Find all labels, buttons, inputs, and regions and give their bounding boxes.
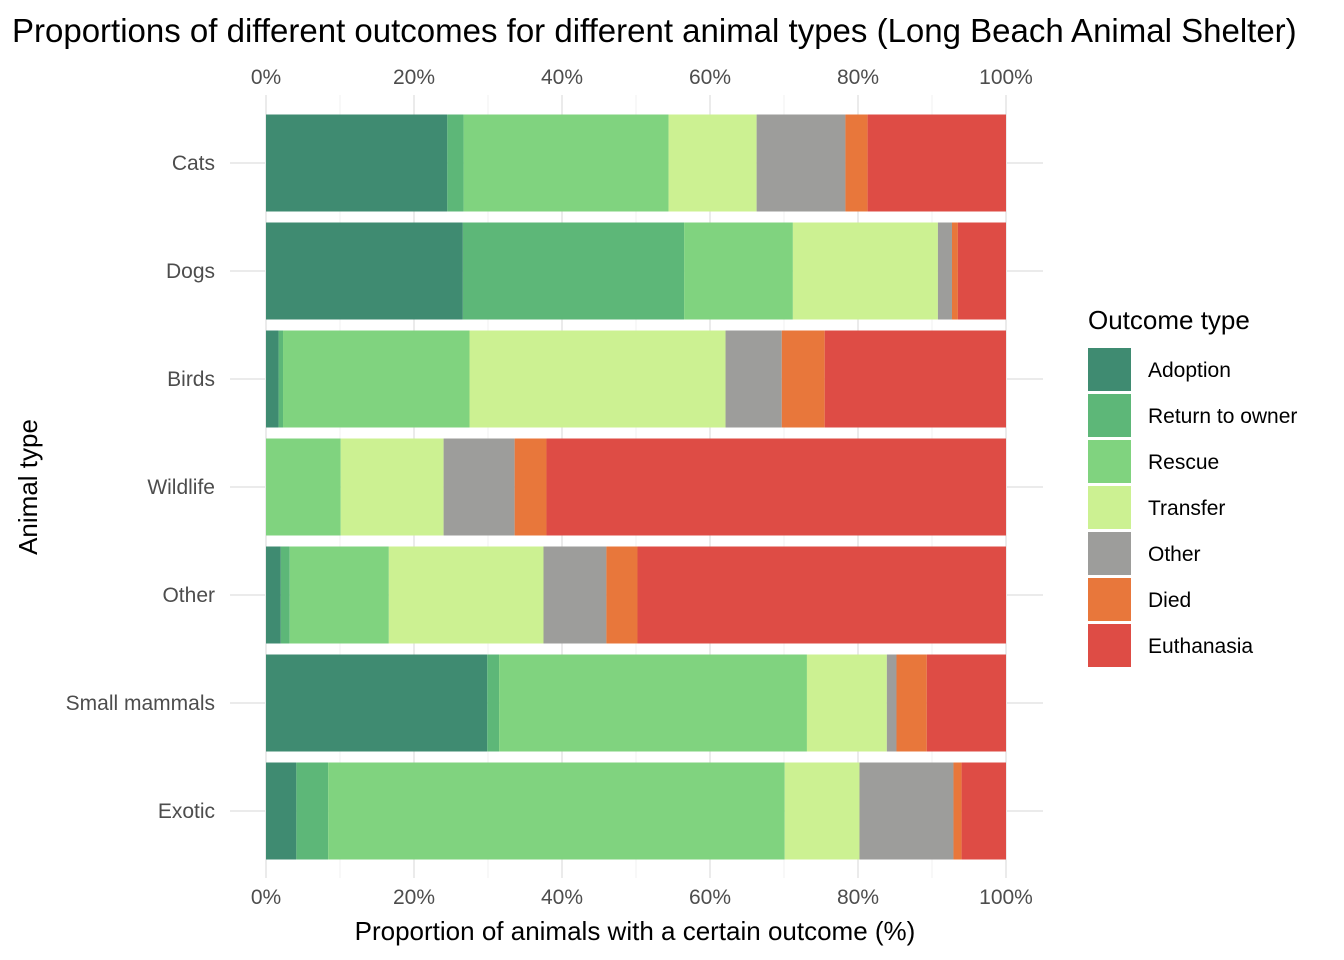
x-tick-label-bottom-4: 80% <box>837 886 879 909</box>
x-axis-title: Proportion of animals with a certain out… <box>355 916 916 946</box>
bar-other-adoption <box>266 546 281 644</box>
y-tick-label-2: Birds <box>167 368 215 391</box>
bar-cats-rescue <box>463 114 669 212</box>
bar-exotic-other <box>859 762 954 860</box>
bar-birds-other <box>725 330 782 428</box>
bar-dogs-return-to-owner <box>462 222 685 320</box>
x-tick-label-top-4: 80% <box>837 66 879 89</box>
x-tick-label-bottom-2: 40% <box>541 886 583 909</box>
bar-small-mammals-euthanasia <box>926 654 1006 752</box>
axis-ticks: 0% 0% 20% 20% 40% 40% 60% 60% 80% 80% 100% 100% Cats… <box>66 66 1033 909</box>
bar-other-euthanasia <box>637 546 1006 644</box>
bar-other-transfer <box>388 546 544 644</box>
x-tick-label-bottom-3: 60% <box>689 886 731 909</box>
bar-birds-adoption <box>266 330 279 428</box>
legend-label-rescue: Rescue <box>1148 451 1219 474</box>
y-tick-label-1: Dogs <box>166 260 215 283</box>
bar-cats-euthanasia <box>867 114 1006 212</box>
legend-label-died: Died <box>1148 589 1191 612</box>
bar-dogs-transfer <box>792 222 938 320</box>
bar-cats-return-to-owner <box>447 114 464 212</box>
legend-key-return-to-owner <box>1088 394 1131 437</box>
bar-other-return-to-owner <box>280 546 290 644</box>
y-tick-label-6: Exotic <box>158 800 215 823</box>
legend-title: Outcome type <box>1088 305 1250 335</box>
bar-small-mammals-adoption <box>266 654 488 752</box>
bar-other-rescue <box>289 546 389 644</box>
bar-other-died <box>606 546 638 644</box>
bar-small-mammals-other <box>886 654 897 752</box>
bar-cats-died <box>845 114 868 212</box>
x-tick-label-top-2: 40% <box>541 66 583 89</box>
bar-dogs-other <box>937 222 952 320</box>
x-tick-label-bottom-5: 100% <box>979 886 1033 909</box>
y-tick-label-0: Cats <box>172 152 215 175</box>
bar-dogs-rescue <box>684 222 793 320</box>
bar-birds-rescue <box>283 330 470 428</box>
bar-other-other <box>543 546 607 644</box>
bar-cats-other <box>756 114 846 212</box>
bar-small-mammals-transfer <box>806 654 887 752</box>
bar-wildlife-died <box>514 438 547 536</box>
x-tick-label-bottom-1: 20% <box>393 886 435 909</box>
x-tick-label-top-3: 60% <box>689 66 731 89</box>
bar-birds-return-to-owner <box>278 330 284 428</box>
bar-birds-died <box>781 330 825 428</box>
bars <box>266 114 1006 860</box>
bar-wildlife-other <box>443 438 515 536</box>
bar-exotic-euthanasia <box>961 762 1006 860</box>
legend-key-rescue <box>1088 440 1131 483</box>
legend-key-died <box>1088 578 1131 621</box>
legend-key-adoption <box>1088 348 1131 391</box>
y-tick-label-5: Small mammals <box>66 692 215 715</box>
legend-key-other <box>1088 532 1131 575</box>
legend-label-other: Other <box>1148 543 1201 566</box>
bar-exotic-transfer <box>784 762 860 860</box>
bar-birds-transfer <box>469 330 726 428</box>
legend: Outcome type Adoption Return to owner Resc… <box>1088 305 1297 667</box>
legend-label-euthanasia: Euthanasia <box>1148 635 1253 658</box>
y-tick-label-4: Other <box>162 584 215 607</box>
x-tick-label-top-0: 0% <box>251 66 281 89</box>
bar-dogs-adoption <box>266 222 463 320</box>
legend-key-transfer <box>1088 486 1131 529</box>
bar-exotic-return-to-owner <box>296 762 329 860</box>
x-tick-label-top-1: 20% <box>393 66 435 89</box>
bar-small-mammals-died <box>896 654 927 752</box>
chart-title: Proportions of different outcomes for di… <box>12 12 1297 49</box>
bar-birds-euthanasia <box>824 330 1006 428</box>
legend-key-euthanasia <box>1088 624 1131 667</box>
bar-exotic-died <box>953 762 962 860</box>
legend-label-transfer: Transfer <box>1148 497 1225 520</box>
bar-wildlife-rescue <box>266 438 341 536</box>
bar-dogs-died <box>951 222 958 320</box>
bar-wildlife-euthanasia <box>546 438 1006 536</box>
bar-dogs-euthanasia <box>957 222 1006 320</box>
bar-small-mammals-return-to-owner <box>487 654 500 752</box>
y-tick-label-3: Wildlife <box>147 476 215 499</box>
bar-wildlife-transfer <box>340 438 444 536</box>
x-tick-label-top-5: 100% <box>979 66 1033 89</box>
bar-cats-adoption <box>266 114 448 212</box>
x-tick-label-bottom-0: 0% <box>251 886 281 909</box>
bar-cats-transfer <box>668 114 757 212</box>
legend-label-adoption: Adoption <box>1148 359 1231 382</box>
bar-exotic-adoption <box>266 762 297 860</box>
bar-exotic-rescue <box>328 762 785 860</box>
bar-small-mammals-rescue <box>499 654 807 752</box>
y-axis-title: Animal type <box>13 419 43 555</box>
legend-label-return-to-owner: Return to owner <box>1148 405 1297 428</box>
